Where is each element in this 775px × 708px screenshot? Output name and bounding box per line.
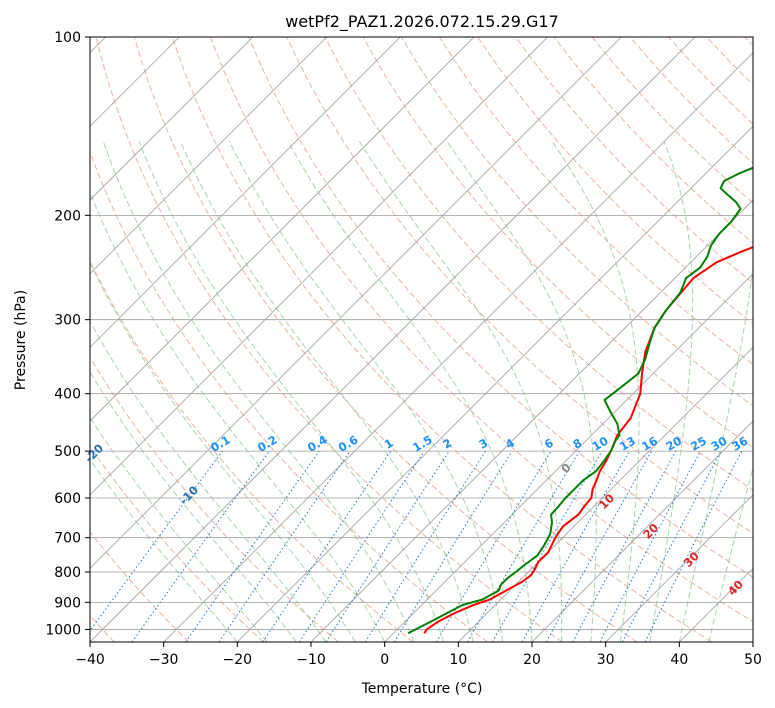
mixing-ratio-line (90, 450, 223, 632)
isotherm-line (605, 494, 753, 642)
y-axis-label: Pressure (hPa) (13, 290, 29, 390)
x-tick-label: 20 (523, 652, 541, 668)
mixing-ratio-line (131, 450, 270, 642)
mixing-ratio-line (521, 450, 630, 642)
isotherm-line (90, 37, 401, 348)
mixing-ratio-label: 25 (688, 434, 709, 454)
dry-adiabat-line (133, 37, 638, 642)
y-tick-label: 800 (54, 565, 81, 581)
y-tick-label: 100 (54, 30, 81, 46)
isotherm-line (90, 37, 254, 201)
mixing-ratio-line (185, 450, 320, 642)
temperature-line (423, 246, 753, 634)
x-tick-label: 50 (744, 652, 762, 668)
x-tick-label: 40 (670, 652, 688, 668)
dry-adiabat-line (248, 37, 753, 578)
dry-adiabat-line (171, 37, 712, 642)
mixing-ratio-label: 20 (663, 434, 684, 454)
isotherm-line (90, 37, 548, 496)
x-tick-label: 0 (380, 652, 389, 668)
x-axis-label: Temperature (°C) (361, 681, 483, 697)
mixing-ratio-label: 30 (709, 434, 730, 454)
y-tick-label: 500 (54, 444, 81, 460)
y-tick-label: 200 (54, 208, 81, 224)
mixing-ratio-label: 13 (617, 434, 638, 454)
isotherm-line (90, 37, 622, 569)
isotherm-line (752, 641, 753, 642)
x-axis-ticks: −40 −30 −20 −10 0 10 20 30 40 50 (75, 642, 762, 668)
mixing-ratio-line (644, 450, 743, 642)
isotherm-line (90, 37, 475, 422)
mixing-ratio-line (572, 450, 677, 642)
isotherm-line (531, 420, 753, 642)
background-lines (90, 37, 753, 642)
dry-adiabat-line (400, 37, 753, 407)
mixing-ratio-line (325, 450, 450, 642)
y-tick-label: 300 (54, 313, 81, 329)
mixing-ratio-line (262, 450, 392, 642)
y-tick-label: 900 (54, 595, 81, 611)
isotherm-line (90, 37, 327, 275)
x-tick-label: 10 (449, 652, 467, 668)
dry-adiabat-line (90, 356, 339, 642)
mixing-ratio-label: 36 (729, 434, 750, 454)
dewpoint-line (407, 166, 753, 635)
mixing-ratio-line (298, 450, 425, 642)
plot-background (90, 37, 753, 642)
mixing-ratio-line (545, 450, 653, 642)
isotherm-line (458, 346, 753, 642)
mixing-ratio-label: 10 (590, 434, 611, 454)
mixing-ratio-line (218, 450, 351, 642)
mixing-ratio-line (393, 450, 513, 642)
x-tick-label: −10 (296, 652, 326, 668)
mixing-ratio-label: 16 (639, 434, 660, 454)
profile-traces (407, 166, 753, 635)
x-tick-label: −30 (149, 652, 179, 668)
y-axis-ticks: 100 200 300 400 500 600 700 800 900 1000 (45, 30, 90, 638)
dry-adiabat-line (95, 37, 563, 642)
dry-adiabat-line (90, 445, 264, 642)
dry-adiabat-line (515, 37, 753, 284)
dry-adiabat-line (438, 37, 753, 366)
isotherm-line (163, 52, 753, 642)
dry-adiabat-line (90, 531, 190, 642)
isotherm-line (237, 125, 753, 642)
plot-frame (89, 36, 754, 643)
x-tick-label: 30 (597, 652, 615, 668)
dry-adiabat-line (210, 37, 753, 623)
y-tick-label: 1000 (45, 622, 81, 638)
y-tick-label: 700 (54, 531, 81, 547)
x-tick-label: −20 (223, 652, 253, 668)
x-tick-label: −40 (75, 652, 105, 668)
isotherm-line (310, 199, 753, 642)
isotherm-line (90, 37, 696, 642)
dry-adiabat-line (90, 150, 488, 642)
mixing-ratio-labels: 0.1 0.2 0.4 0.6 1 1.5 2 3 4 6 8 10 13 16 20 25 30 36 (208, 432, 750, 454)
y-tick-label: 400 (54, 387, 81, 403)
isotherm-line (384, 273, 753, 642)
chart-title: wetPf2_PAZ1.2026.072.15.29.G17 (285, 12, 559, 32)
y-tick-label: 600 (54, 491, 81, 507)
